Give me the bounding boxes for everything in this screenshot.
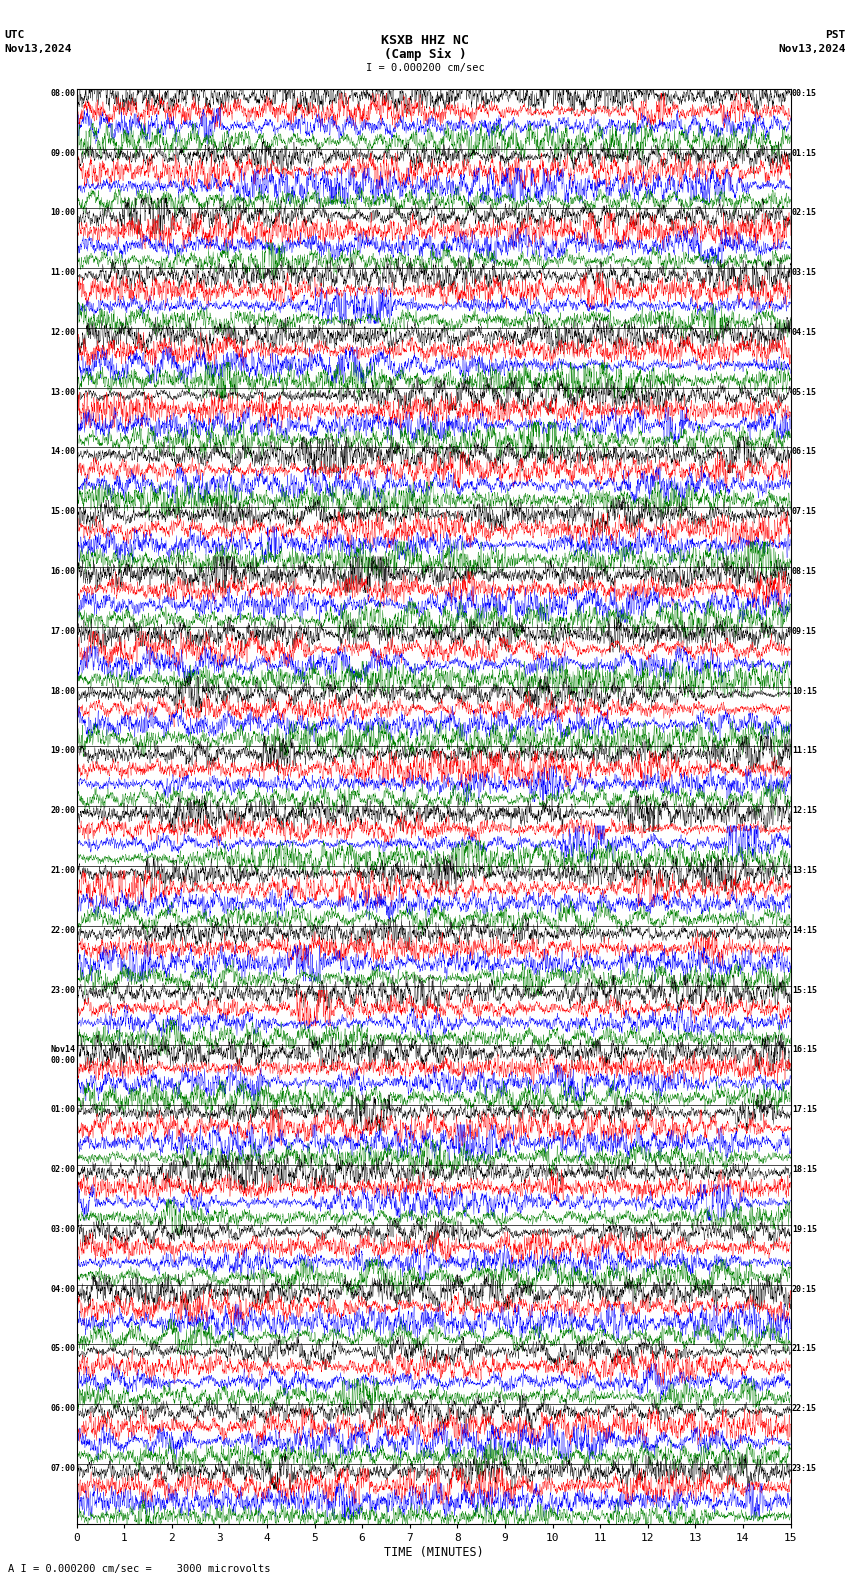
Text: 14:15: 14:15 bbox=[792, 925, 817, 935]
Text: 07:00: 07:00 bbox=[50, 1464, 75, 1473]
Text: KSXB HHZ NC: KSXB HHZ NC bbox=[381, 33, 469, 48]
Text: 04:15: 04:15 bbox=[792, 328, 817, 337]
Text: 02:15: 02:15 bbox=[792, 208, 817, 217]
Text: 23:00: 23:00 bbox=[50, 985, 75, 995]
Text: 10:00: 10:00 bbox=[50, 208, 75, 217]
Text: 09:00: 09:00 bbox=[50, 149, 75, 157]
Text: 01:15: 01:15 bbox=[792, 149, 817, 157]
Text: Nov14
00:00: Nov14 00:00 bbox=[50, 1045, 75, 1064]
Text: 06:00: 06:00 bbox=[50, 1403, 75, 1413]
Text: (Camp Six ): (Camp Six ) bbox=[383, 48, 467, 62]
Text: Nov13,2024: Nov13,2024 bbox=[779, 43, 846, 54]
Text: 05:15: 05:15 bbox=[792, 388, 817, 396]
Text: 23:15: 23:15 bbox=[792, 1464, 817, 1473]
Text: 19:00: 19:00 bbox=[50, 746, 75, 756]
X-axis label: TIME (MINUTES): TIME (MINUTES) bbox=[383, 1546, 484, 1559]
Text: 21:00: 21:00 bbox=[50, 866, 75, 874]
Text: 13:15: 13:15 bbox=[792, 866, 817, 874]
Text: 19:15: 19:15 bbox=[792, 1224, 817, 1234]
Text: 01:00: 01:00 bbox=[50, 1106, 75, 1114]
Text: 03:15: 03:15 bbox=[792, 268, 817, 277]
Text: 00:15: 00:15 bbox=[792, 89, 817, 98]
Text: 12:00: 12:00 bbox=[50, 328, 75, 337]
Text: I = 0.000200 cm/sec: I = 0.000200 cm/sec bbox=[366, 62, 484, 73]
Text: UTC: UTC bbox=[4, 30, 25, 40]
Text: 20:00: 20:00 bbox=[50, 806, 75, 816]
Text: 12:15: 12:15 bbox=[792, 806, 817, 816]
Text: 18:00: 18:00 bbox=[50, 687, 75, 695]
Text: 10:15: 10:15 bbox=[792, 687, 817, 695]
Text: 18:15: 18:15 bbox=[792, 1166, 817, 1174]
Text: Nov13,2024: Nov13,2024 bbox=[4, 43, 71, 54]
Text: 13:00: 13:00 bbox=[50, 388, 75, 396]
Text: 08:00: 08:00 bbox=[50, 89, 75, 98]
Text: 15:15: 15:15 bbox=[792, 985, 817, 995]
Text: 15:00: 15:00 bbox=[50, 507, 75, 516]
Text: A I = 0.000200 cm/sec =    3000 microvolts: A I = 0.000200 cm/sec = 3000 microvolts bbox=[8, 1565, 271, 1574]
Text: 22:00: 22:00 bbox=[50, 925, 75, 935]
Text: 02:00: 02:00 bbox=[50, 1166, 75, 1174]
Text: 09:15: 09:15 bbox=[792, 627, 817, 635]
Text: 07:15: 07:15 bbox=[792, 507, 817, 516]
Text: 17:00: 17:00 bbox=[50, 627, 75, 635]
Text: 16:00: 16:00 bbox=[50, 567, 75, 577]
Text: 21:15: 21:15 bbox=[792, 1345, 817, 1353]
Text: 05:00: 05:00 bbox=[50, 1345, 75, 1353]
Text: 14:00: 14:00 bbox=[50, 447, 75, 456]
Text: PST: PST bbox=[825, 30, 846, 40]
Text: 11:15: 11:15 bbox=[792, 746, 817, 756]
Text: 06:15: 06:15 bbox=[792, 447, 817, 456]
Text: 22:15: 22:15 bbox=[792, 1403, 817, 1413]
Text: 16:15: 16:15 bbox=[792, 1045, 817, 1055]
Text: 08:15: 08:15 bbox=[792, 567, 817, 577]
Text: 11:00: 11:00 bbox=[50, 268, 75, 277]
Text: 20:15: 20:15 bbox=[792, 1285, 817, 1294]
Text: 04:00: 04:00 bbox=[50, 1285, 75, 1294]
Text: 03:00: 03:00 bbox=[50, 1224, 75, 1234]
Text: 17:15: 17:15 bbox=[792, 1106, 817, 1114]
